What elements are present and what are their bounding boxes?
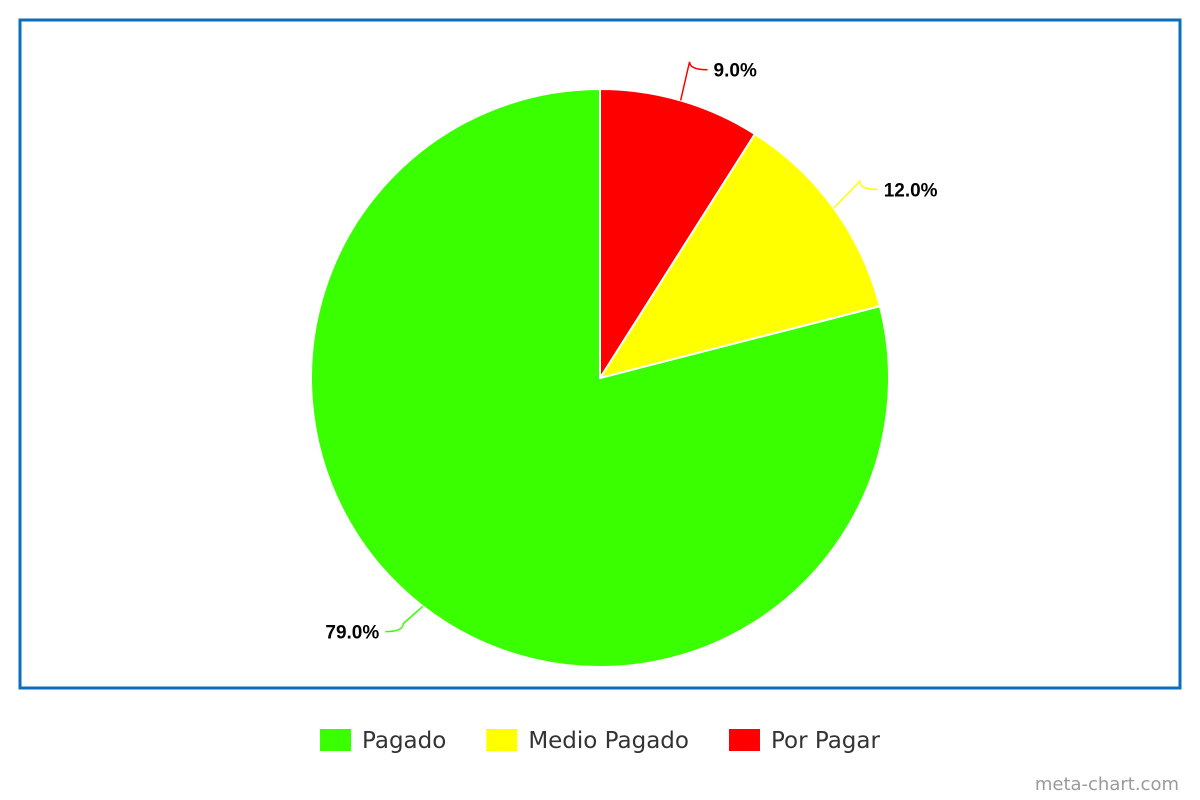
label-connector (833, 179, 878, 209)
legend-label: Por Pagar (771, 728, 881, 754)
legend-label: Medio Pagado (528, 728, 689, 754)
legend-swatch (320, 729, 352, 751)
slices-group (310, 88, 890, 668)
legend-item-pagado[interactable]: Pagado (320, 728, 446, 754)
data-labels-group: 79.0% 12.0% 9.0% (325, 61, 937, 644)
legend: Pagado Medio Pagado Por Pagar (320, 728, 881, 754)
pie-slice-pagado[interactable] (310, 88, 890, 668)
data-label: 79.0% (325, 623, 379, 644)
legend-item-por-pagar[interactable]: Por Pagar (728, 728, 881, 754)
label-connector (385, 605, 424, 633)
legend-label: Pagado (362, 728, 446, 754)
legend-item-medio-pagado[interactable]: Medio Pagado (486, 728, 689, 754)
legend-swatch (486, 729, 518, 751)
label-connector (679, 61, 708, 101)
legend-swatch (728, 729, 760, 751)
watermark: meta-chart.com (1035, 774, 1179, 795)
data-label: 12.0% (884, 180, 938, 201)
data-label: 9.0% (714, 61, 757, 82)
